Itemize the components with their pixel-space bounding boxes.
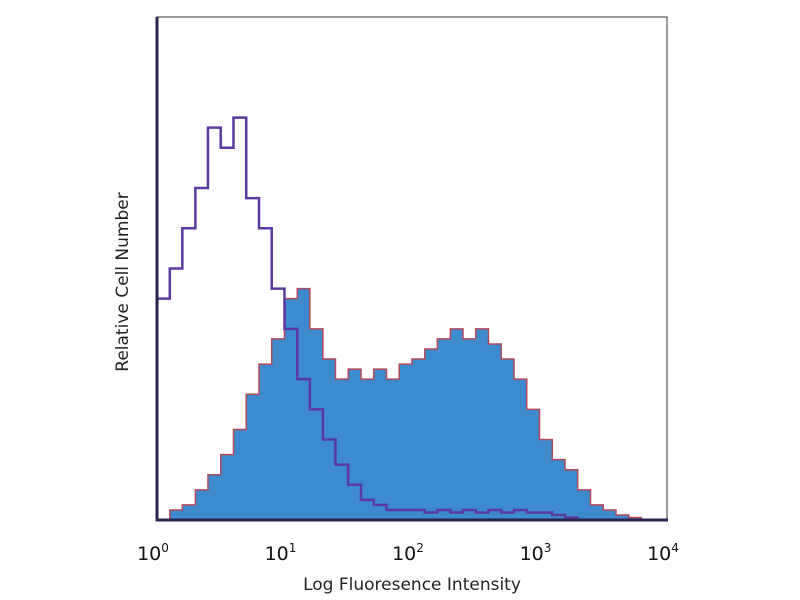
stained-histogram-fill [157, 287, 667, 521]
x-tick-label: 103 [520, 541, 552, 565]
control-histogram-line [155, 116, 667, 522]
x-tick-label: 100 [137, 541, 169, 565]
x-tick-label: 101 [265, 541, 297, 565]
y-axis-label: Relative Cell Number [113, 192, 133, 371]
x-tick-label: 104 [647, 541, 679, 565]
x-tick-label: 102 [392, 541, 424, 565]
x-axis-label: Log Fluoresence Intensity [303, 575, 521, 595]
